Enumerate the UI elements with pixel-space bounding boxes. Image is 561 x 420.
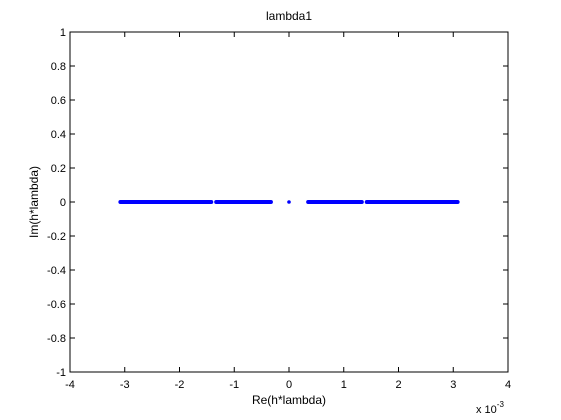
y-tick-label: -1	[56, 367, 66, 379]
y-tick-label: 0.6	[51, 95, 66, 107]
chart-title: lambda1	[266, 9, 312, 23]
data-point	[287, 200, 291, 204]
x-tick-label: -3	[120, 379, 130, 391]
y-tick-label: -0.8	[47, 333, 66, 345]
x-axis-exponent-base: x 10	[476, 404, 497, 416]
x-tick-label: 3	[450, 379, 456, 391]
x-tick-label: 2	[395, 379, 401, 391]
y-axis-label: Im(h*lambda)	[27, 166, 41, 238]
y-tick-label: 1	[60, 27, 66, 39]
y-tick-label: 0.8	[51, 61, 66, 73]
x-axis-label: Re(h*lambda)	[252, 393, 326, 407]
x-axis-exponent-power: -3	[497, 400, 505, 409]
x-tick-label: 0	[286, 379, 292, 391]
x-tick-label: -4	[65, 379, 75, 391]
data-series	[120, 200, 457, 204]
y-tick-label: 0.2	[51, 163, 66, 175]
y-tick-label: 0.4	[51, 129, 66, 141]
x-tick-label: -2	[175, 379, 185, 391]
y-tick-label: -0.2	[47, 231, 66, 243]
x-tick-label: 1	[341, 379, 347, 391]
y-tick-label: -0.4	[47, 265, 66, 277]
y-tick-label: -0.6	[47, 299, 66, 311]
x-tick-label: 4	[505, 379, 511, 391]
y-tick-label: 0	[60, 197, 66, 209]
x-tick-label: -1	[229, 379, 239, 391]
